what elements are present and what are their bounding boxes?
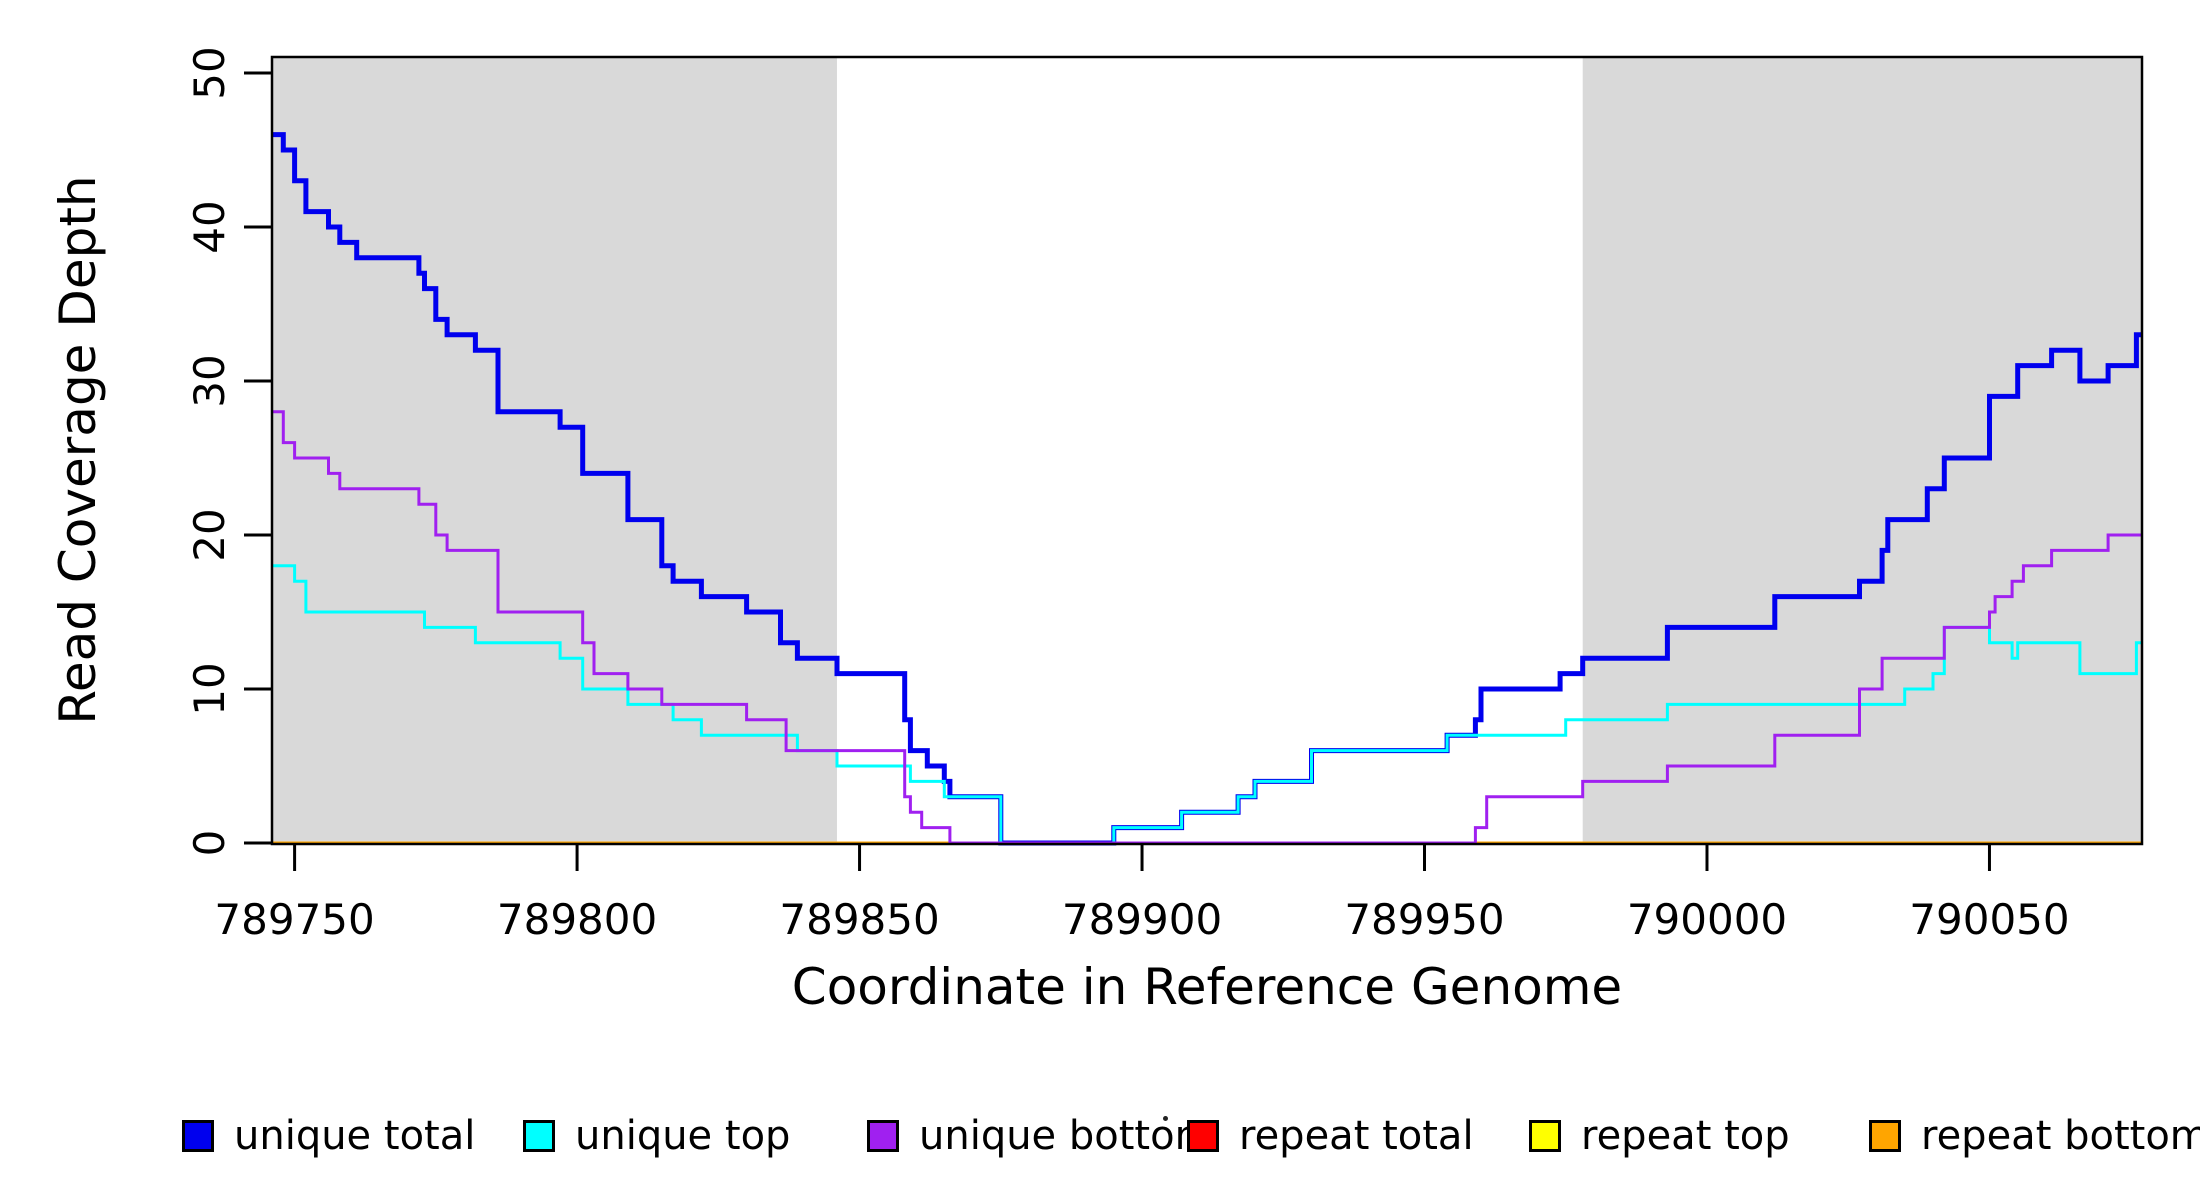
y-axis-title: Read Coverage Depth [49, 175, 107, 725]
y-tick-label: 50 [185, 46, 234, 99]
x-tick-label: 790050 [1909, 895, 2069, 944]
x-tick-label: 789950 [1344, 895, 1504, 944]
artifact-dot [1163, 1116, 1168, 1121]
series-line-unique-bottom [272, 410, 2142, 845]
x-tick-label: 789750 [214, 895, 374, 944]
y-tick-label: 10 [185, 662, 234, 715]
series-line-unique-total [272, 132, 2142, 846]
x-tick-label: 789800 [497, 895, 657, 944]
shaded-region-right [1582, 57, 2142, 844]
x-tick-label: 789850 [779, 895, 939, 944]
x-axis-title: Coordinate in Reference Genome [791, 958, 1623, 1016]
shaded-region-left [272, 57, 837, 844]
plot-box [270, 55, 2144, 846]
y-tick-label: 20 [185, 508, 234, 561]
x-tick-label: 790000 [1627, 895, 1787, 944]
y-tick-label: 40 [185, 200, 234, 253]
x-tick-label: 789900 [1062, 895, 1222, 944]
y-tick-label: 0 [185, 830, 234, 857]
y-tick-label: 30 [185, 354, 234, 407]
